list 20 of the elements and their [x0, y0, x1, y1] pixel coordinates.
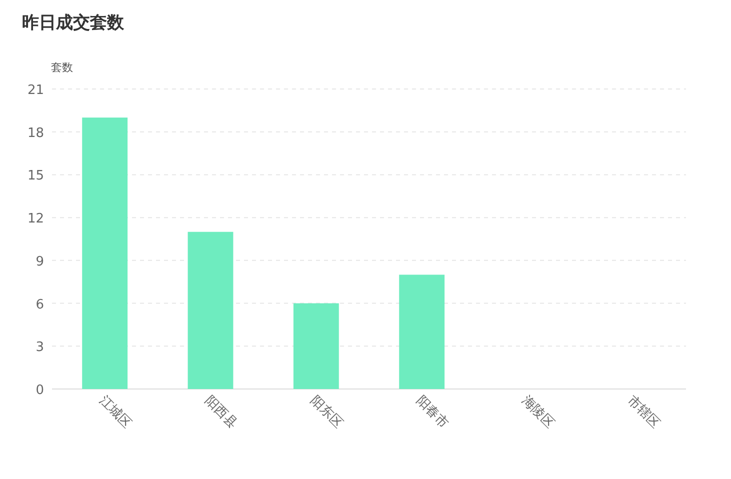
- x-tick-label: 阳春市: [413, 393, 452, 432]
- x-tick-label: 市辖区: [624, 393, 663, 432]
- y-tick-label: 21: [27, 83, 44, 98]
- x-tick-label: 阳东区: [307, 393, 346, 432]
- bar: [399, 274, 445, 389]
- bar: [188, 232, 234, 389]
- y-tick-label: 6: [36, 297, 44, 312]
- y-tick-label: 15: [27, 168, 44, 184]
- bar: [293, 303, 339, 389]
- bar: [82, 118, 128, 389]
- y-tick-label: 12: [27, 212, 44, 227]
- y-tick-label: 0: [36, 383, 44, 398]
- y-tick-label: 9: [36, 254, 44, 270]
- y-tick-label: 18: [27, 126, 44, 141]
- y-axis-title: 套数: [51, 61, 73, 74]
- chart-title: 昨日成交套数: [22, 13, 125, 33]
- x-tick-label: 阳西县: [202, 393, 240, 432]
- y-tick-label: 3: [36, 340, 44, 356]
- x-tick-label: 江城区: [96, 393, 134, 432]
- x-tick-label: 海陵区: [518, 393, 557, 432]
